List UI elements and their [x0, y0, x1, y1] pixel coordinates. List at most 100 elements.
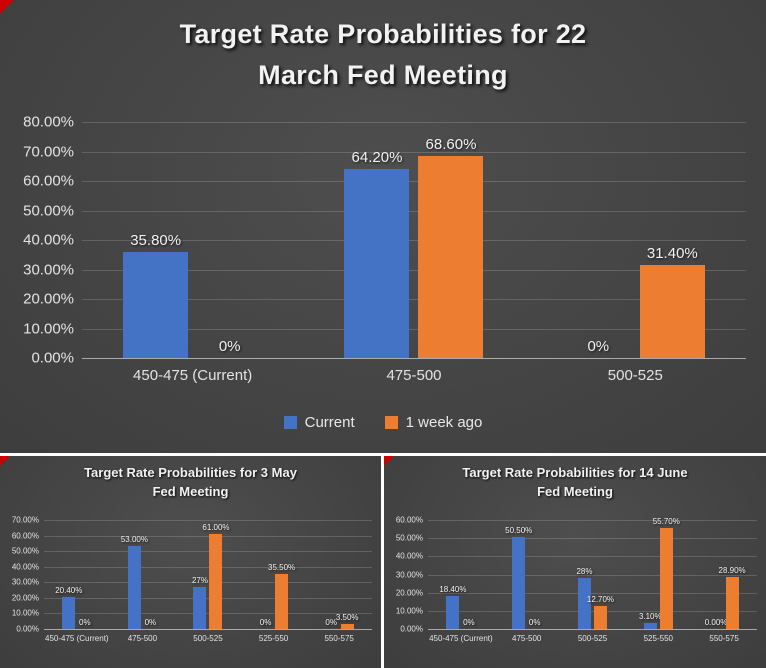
bar-current — [446, 595, 460, 629]
bar-value-label: 0% — [259, 618, 272, 627]
x-axis-category-label: 450-475 (Current) — [45, 634, 109, 643]
category-group: 20.40% 0% — [44, 520, 110, 629]
y-axis-tick-label: 0.00% — [31, 349, 74, 367]
x-axis-category-label: 500-525 — [607, 367, 663, 384]
x-axis-category-label: 475-500 — [512, 634, 542, 643]
bar-slot: 50.50% — [505, 526, 532, 629]
bar-slot: 55.70% — [653, 517, 680, 629]
category-group: 18.40% 0% — [428, 520, 494, 629]
plot-area: 18.40% 0% 50.50% 0% 28% 12.70% 3.10% 55.70% 0.00… — [428, 517, 757, 630]
bar-value-label: 12.70% — [586, 594, 615, 604]
chart-title: Target Rate Probabilities for 14 June Fed… — [384, 463, 766, 501]
gridline — [428, 629, 757, 630]
corner-marker-icon — [384, 456, 394, 466]
y-axis-tick-label: 40.00% — [23, 231, 74, 249]
category-group: 64.20% 68.60% — [303, 122, 524, 358]
bar-slot: 53.00% — [121, 535, 148, 629]
bar-value-label: 18.40% — [439, 584, 467, 594]
gridline — [44, 613, 372, 615]
chart-title-line: Target Rate Probabilities for 22 — [179, 19, 587, 49]
bar-current — [643, 623, 657, 629]
bar-1-week-ago — [593, 605, 607, 629]
gridline — [82, 358, 746, 359]
y-axis: 0.00% 10.00% 20.00% 30.00% 40.00% 50.00% 60.00… — [8, 114, 82, 367]
bar-1-week-ago — [340, 623, 354, 629]
bar-slot: 31.40% — [639, 245, 705, 358]
bar-slot: 64.20% — [344, 149, 410, 358]
gridline — [44, 520, 372, 521]
chart-title-line: Fed Meeting — [537, 484, 613, 499]
gridline — [428, 574, 757, 576]
category-group: 50.50% 0% — [494, 520, 560, 629]
bar-slot: 61.00% — [202, 523, 230, 629]
x-axis-category-label: 550-575 — [324, 634, 354, 643]
x-axis: 450-475 (Current) 475-500 500-525 525-550 55… — [44, 634, 372, 644]
y-axis-tick-label: 30.00% — [11, 577, 39, 587]
chart-panel-22-march: Target Rate Probabilities for 22 March Fe… — [0, 0, 766, 453]
bar-current — [123, 252, 189, 358]
bar-current — [127, 546, 141, 629]
bar-value-label: 20.40% — [55, 586, 83, 596]
gridline — [82, 181, 746, 182]
y-axis-tick-label: 40.00% — [395, 551, 423, 561]
gridline — [44, 551, 372, 553]
bar-current — [193, 586, 207, 629]
x-axis-category-label: 500-525 — [577, 634, 608, 643]
x-axis-category-label: 450-475 (Current) — [133, 367, 253, 384]
bar-slot: 35.80% — [123, 232, 189, 358]
legend-label: Current — [304, 414, 355, 431]
category-group: 53.00% 0% — [110, 520, 176, 629]
gridline — [82, 240, 746, 241]
gridline — [428, 610, 757, 612]
bar-value-label: 35.80% — [130, 232, 182, 250]
category-group: 28% 12.70% — [560, 520, 626, 629]
x-axis: 450-475 (Current) 475-500 500-525 525-550 55… — [428, 634, 757, 644]
plot-region: 0.00% 10.00% 20.00% 30.00% 40.00% 50.00% 60.00… — [2, 516, 372, 634]
legend-swatch — [384, 416, 398, 429]
x-axis-category-label: 450-475 (Current) — [429, 634, 493, 643]
bar-slot: 3.50% — [336, 613, 359, 629]
bar-value-label: 53.00% — [120, 535, 148, 545]
y-axis-tick-label: 20.00% — [395, 588, 423, 598]
y-axis-tick-label: 70.00% — [11, 515, 39, 525]
bar-value-label: 50.50% — [505, 526, 533, 536]
gridline — [82, 328, 746, 330]
chart-title-line: Target Rate Probabilities for 3 May — [84, 465, 297, 480]
category-group: 3.10% 55.70% — [625, 517, 691, 629]
chart-title: Target Rate Probabilities for 22 March Fe… — [0, 14, 766, 96]
chart-panel-3-may: Target Rate Probabilities for 3 May Fed M… — [0, 456, 381, 668]
gridlines — [428, 520, 757, 630]
legend: Current 1 week ago — [0, 414, 766, 431]
bar-value-label: 0% — [218, 338, 241, 355]
y-axis-tick-label: 30.00% — [23, 261, 74, 278]
gridline — [82, 122, 746, 123]
gridline — [44, 582, 372, 584]
bar-slot: 18.40% — [439, 585, 466, 629]
bar-value-label: 31.40% — [646, 245, 698, 263]
x-axis-category-label: 475-500 — [386, 367, 442, 384]
y-axis: 0.00% 10.00% 20.00% 30.00% 40.00% 50.00% 60.00… — [386, 516, 428, 634]
bar-slot: 20.40% — [55, 586, 82, 629]
corner-marker-icon — [0, 0, 14, 14]
gridline — [428, 556, 757, 558]
bar-value-label: 55.70% — [652, 516, 680, 526]
y-axis-tick-label: 50.00% — [395, 533, 423, 543]
bar-value-label: 0.00% — [704, 618, 728, 627]
y-axis-tick-label: 60.00% — [11, 531, 39, 541]
bar-value-label: 0% — [587, 338, 610, 355]
bar-current — [344, 168, 410, 358]
bar-groups: 20.40% 0% 53.00% 0% 27% 61.00% 0% 35.50% 0% 3.50% — [44, 520, 372, 629]
category-group: 0.00% 28.90% — [691, 520, 757, 629]
bar-slot: 35.50% — [268, 563, 295, 629]
x-axis-category-label: 550-575 — [709, 634, 739, 643]
bar-current — [512, 537, 526, 629]
gridline — [44, 535, 372, 537]
bar-slot: 28.90% — [719, 566, 746, 629]
bar-value-label: 27% — [191, 575, 208, 585]
gridline — [82, 269, 746, 271]
category-group: 35.80% 0% — [82, 122, 303, 358]
bar-1-week-ago — [418, 155, 484, 358]
bar-value-label: 35.50% — [268, 562, 296, 572]
gridline — [428, 592, 757, 594]
